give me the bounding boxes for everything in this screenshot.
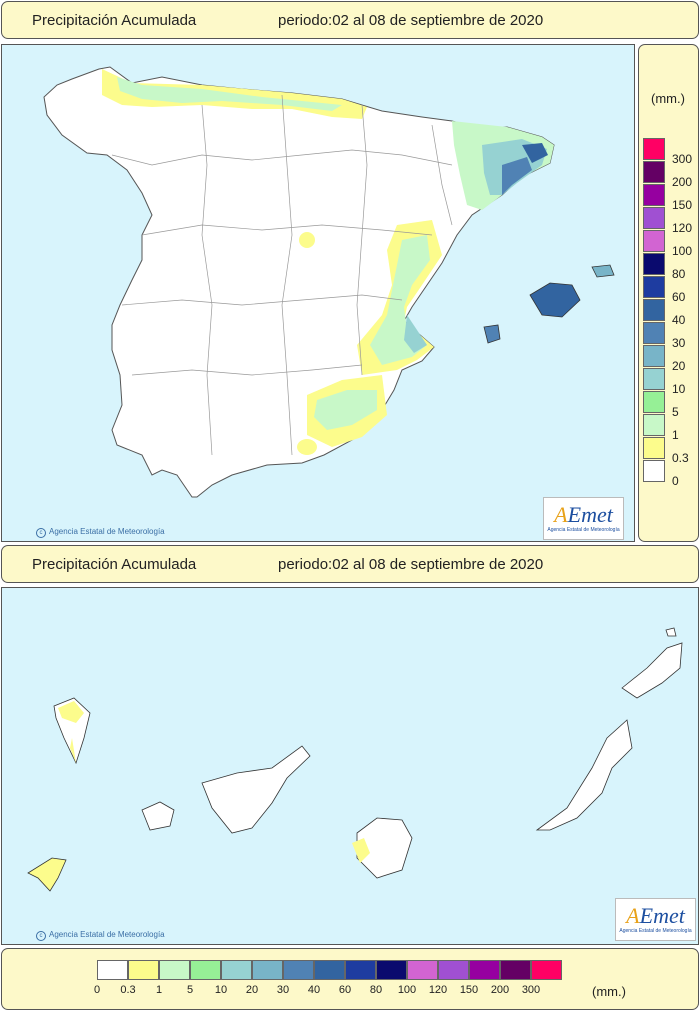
legend-label: 100: [672, 244, 693, 258]
legend-label: 60: [672, 290, 686, 304]
aemet-logo-bottom: AEmet Agencia Estatal de Meteorología: [615, 898, 696, 941]
legend-label: 300: [521, 984, 541, 996]
legend-swatch: [643, 276, 665, 298]
legend-swatch: [97, 960, 128, 980]
legend-label: 5: [672, 405, 679, 419]
gran-canaria-rain: [352, 838, 370, 863]
legend-label: 0.3: [120, 984, 136, 996]
legend-swatch: [643, 345, 665, 367]
legend-swatch: [643, 368, 665, 390]
legend-swatch: [500, 960, 531, 980]
legend-swatch: [345, 960, 376, 980]
legend-swatch: [376, 960, 407, 980]
catalonia-rain-60: [522, 143, 548, 163]
copyright-icon: c: [36, 931, 46, 941]
legend-label: 1: [155, 984, 163, 996]
fuerteventura: [535, 719, 633, 831]
top-title-label: Precipitación Acumulada: [32, 12, 197, 29]
credit-bottom: c Agencia Estatal de Meteorología: [36, 930, 165, 941]
legend-label: 0: [672, 474, 679, 488]
legend-swatch: [469, 960, 500, 980]
la-gomera: [141, 801, 175, 831]
legend-swatch: [643, 184, 665, 206]
legend-label: 10: [672, 382, 686, 396]
mallorca: [529, 282, 581, 318]
horizontal-legend-unit: (mm.): [592, 984, 626, 999]
legend-swatch: [643, 414, 665, 436]
legend-label: 40: [307, 984, 321, 996]
legend-swatch: [531, 960, 562, 980]
top-title-bar: Precipitación Acumulada periodo:02 al 08…: [1, 1, 699, 39]
legend-label: 300: [672, 152, 693, 166]
legend-swatch: [643, 299, 665, 321]
valencia-rain-20: [404, 315, 427, 353]
catalonia-rain-40: [502, 157, 532, 195]
legend-swatch: [643, 253, 665, 275]
legend-label: 150: [459, 984, 479, 996]
madrid-rain-patch: [299, 232, 315, 248]
tenerife: [201, 745, 311, 834]
legend-swatch: [128, 960, 159, 980]
aemet-logo-top: AEmet Agencia Estatal de Meteorología: [543, 497, 624, 540]
menorca: [591, 264, 615, 278]
legend-label: 1: [672, 428, 679, 442]
legend-label: 40: [672, 313, 686, 327]
legend-label: 80: [369, 984, 383, 996]
legend-swatch: [643, 391, 665, 413]
legend-swatch: [643, 138, 665, 160]
legend-swatch: [643, 161, 665, 183]
legend-label: 150: [672, 198, 693, 212]
legend-swatch: [643, 322, 665, 344]
vertical-legend-unit: (mm.): [651, 91, 685, 106]
top-title-period: periodo:02 al 08 de septiembre de 2020: [278, 12, 544, 29]
legend-label: 30: [672, 336, 686, 350]
copyright-icon: c: [36, 528, 46, 538]
canary-map: c Agencia Estatal de Meteorología AEmet A…: [1, 587, 699, 945]
legend-swatch: [643, 207, 665, 229]
legend-label: 5: [186, 984, 194, 996]
legend-swatch: [159, 960, 190, 980]
bottom-title-period: periodo:02 al 08 de septiembre de 2020: [278, 556, 544, 573]
peninsula-map: c Agencia Estatal de Meteorología AEmet A…: [1, 44, 635, 542]
legend-swatch: [643, 437, 665, 459]
legend-label: 0: [93, 984, 101, 996]
legend-swatch: [221, 960, 252, 980]
legend-swatch: [643, 460, 665, 482]
la-palma-rain: [58, 701, 84, 723]
province-borders: [111, 94, 453, 456]
legend-label: 120: [672, 221, 693, 235]
legend-label: 0.3: [672, 451, 689, 465]
lanzarote: [621, 642, 683, 699]
legend-label: 60: [338, 984, 352, 996]
ibiza: [483, 324, 501, 344]
legend-swatch: [407, 960, 438, 980]
el-hierro: [27, 857, 67, 892]
legend-label: 30: [276, 984, 290, 996]
legend-label: 80: [672, 267, 686, 281]
la-palma-rain-south: [70, 738, 76, 763]
legend-label: 100: [397, 984, 417, 996]
legend-swatch: [283, 960, 314, 980]
bottom-title-bar: Precipitación Acumulada periodo:02 al 08…: [1, 545, 699, 583]
murcia-rain-5: [314, 390, 377, 430]
legend-swatch: [438, 960, 469, 980]
legend-swatch: [190, 960, 221, 980]
credit-top: c Agencia Estatal de Meteorología: [36, 527, 165, 538]
legend-swatch: [314, 960, 345, 980]
legend-label: 200: [490, 984, 510, 996]
granada-rain-patch: [297, 439, 317, 455]
legend-swatch: [252, 960, 283, 980]
legend-label: 120: [428, 984, 448, 996]
legend-label: 10: [214, 984, 228, 996]
legend-label: 20: [245, 984, 259, 996]
legend-swatch: [643, 230, 665, 252]
legend-label: 200: [672, 175, 693, 189]
north-coast-rain-5: [117, 77, 342, 111]
legend-label: 20: [672, 359, 686, 373]
bottom-title-label: Precipitación Acumulada: [32, 556, 197, 573]
la-graciosa: [665, 627, 677, 637]
